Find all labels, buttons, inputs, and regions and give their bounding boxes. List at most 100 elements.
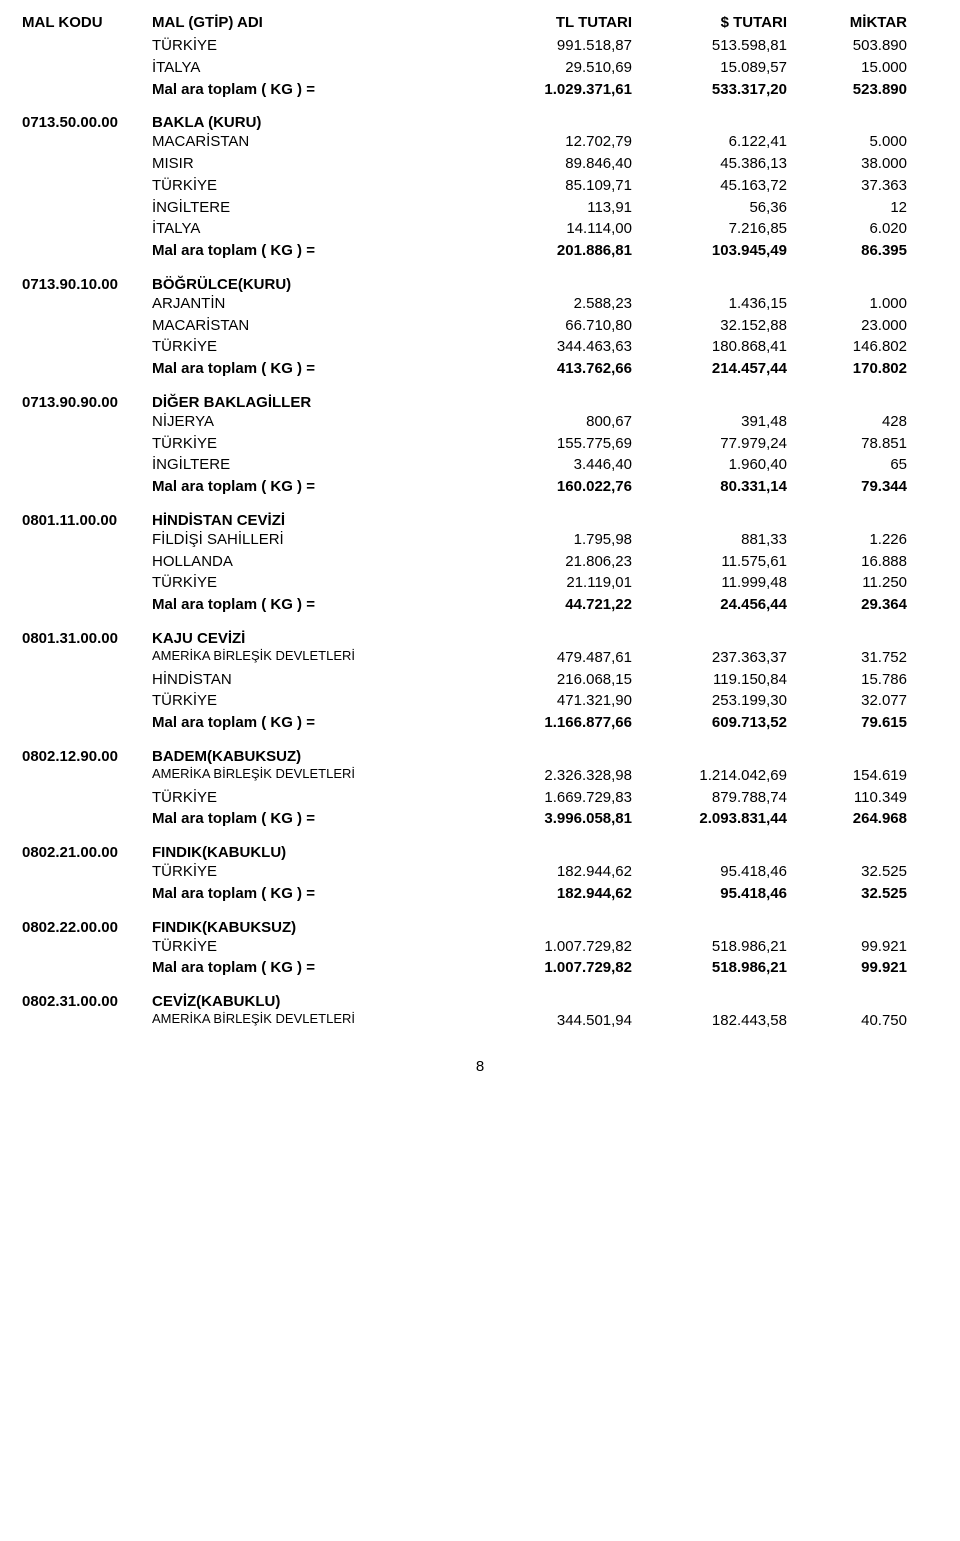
row-name: HİNDİSTAN (152, 669, 462, 691)
row-qty: 29.364 (787, 594, 907, 616)
row-usd: 180.868,41 (632, 336, 787, 358)
data-row: İNGİLTERE113,9156,3612 (22, 197, 938, 219)
section-code: 0802.21.00.00 (22, 844, 152, 861)
row-usd: 182.443,58 (632, 1010, 787, 1032)
row-name: FİLDİŞİ SAHİLLERİ (152, 529, 462, 551)
row-tl: 1.669.729,83 (462, 787, 632, 809)
row-tl: 113,91 (462, 197, 632, 219)
row-tl: 201.886,81 (462, 240, 632, 262)
data-row: MISIR89.846,4045.386,1338.000 (22, 153, 938, 175)
row-name: Mal ara toplam ( KG ) = (152, 883, 462, 905)
data-row: ARJANTİN2.588,231.436,151.000 (22, 293, 938, 315)
subtotal-row: Mal ara toplam ( KG ) =1.007.729,82518.9… (22, 957, 938, 979)
row-tl: 182.944,62 (462, 861, 632, 883)
data-row: TÜRKİYE155.775,6977.979,2478.851 (22, 433, 938, 455)
row-name: MISIR (152, 153, 462, 175)
data-row: TÜRKİYE991.518,87513.598,81503.890 (22, 35, 938, 57)
row-usd: 11.999,48 (632, 572, 787, 594)
row-usd: 513.598,81 (632, 35, 787, 57)
row-tl: 44.721,22 (462, 594, 632, 616)
data-row: MACARİSTAN66.710,8032.152,8823.000 (22, 315, 938, 337)
section-title: FINDIK(KABUKSUZ) (152, 919, 462, 936)
data-row: TÜRKİYE85.109,7145.163,7237.363 (22, 175, 938, 197)
row-usd: 1.960,40 (632, 454, 787, 476)
row-qty: 6.020 (787, 218, 907, 240)
data-row: İNGİLTERE3.446,401.960,4065 (22, 454, 938, 476)
section-header: 0713.90.10.00BÖĞRÜLCE(KURU) (22, 276, 938, 293)
row-usd: 2.093.831,44 (632, 808, 787, 830)
data-row: HİNDİSTAN216.068,15119.150,8415.786 (22, 669, 938, 691)
row-name: Mal ara toplam ( KG ) = (152, 79, 462, 101)
row-name: TÜRKİYE (152, 936, 462, 958)
header-qty: MİKTAR (787, 14, 907, 31)
row-usd: 103.945,49 (632, 240, 787, 262)
row-name: AMERİKA BİRLEŞİK DEVLETLERİ (152, 765, 462, 787)
row-name: İNGİLTERE (152, 454, 462, 476)
data-row: TÜRKİYE344.463,63180.868,41146.802 (22, 336, 938, 358)
section-header: 0802.21.00.00FINDIK(KABUKLU) (22, 844, 938, 861)
row-name: Mal ara toplam ( KG ) = (152, 594, 462, 616)
row-qty: 264.968 (787, 808, 907, 830)
row-usd: 15.089,57 (632, 57, 787, 79)
row-usd: 56,36 (632, 197, 787, 219)
subtotal-row: Mal ara toplam ( KG ) =44.721,2224.456,4… (22, 594, 938, 616)
section-header: 0801.31.00.00KAJU CEVİZİ (22, 630, 938, 647)
page-number: 8 (22, 1058, 938, 1075)
row-usd: 879.788,74 (632, 787, 787, 809)
data-row: İTALYA29.510,6915.089,5715.000 (22, 57, 938, 79)
row-tl: 3.996.058,81 (462, 808, 632, 830)
section-code: 0802.12.90.00 (22, 748, 152, 765)
row-usd: 45.386,13 (632, 153, 787, 175)
row-qty: 32.525 (787, 861, 907, 883)
row-tl: 21.806,23 (462, 551, 632, 573)
row-usd: 237.363,37 (632, 647, 787, 669)
section-title: CEVİZ(KABUKLU) (152, 993, 462, 1010)
row-usd: 24.456,44 (632, 594, 787, 616)
row-name: Mal ara toplam ( KG ) = (152, 957, 462, 979)
row-name: MACARİSTAN (152, 315, 462, 337)
row-usd: 881,33 (632, 529, 787, 551)
data-row: TÜRKİYE1.007.729,82518.986,2199.921 (22, 936, 938, 958)
subtotal-row: Mal ara toplam ( KG ) =1.166.877,66609.7… (22, 712, 938, 734)
row-tl: 1.007.729,82 (462, 957, 632, 979)
row-qty: 15.000 (787, 57, 907, 79)
row-name: Mal ara toplam ( KG ) = (152, 240, 462, 262)
row-tl: 85.109,71 (462, 175, 632, 197)
data-row: TÜRKİYE182.944,6295.418,4632.525 (22, 861, 938, 883)
section-title: FINDIK(KABUKLU) (152, 844, 462, 861)
data-row: NİJERYA800,67391,48428 (22, 411, 938, 433)
row-usd: 1.214.042,69 (632, 765, 787, 787)
row-name: TÜRKİYE (152, 861, 462, 883)
row-name: AMERİKA BİRLEŞİK DEVLETLERİ (152, 647, 462, 669)
row-name: Mal ara toplam ( KG ) = (152, 358, 462, 380)
table-header: MAL KODU MAL (GTİP) ADI TL TUTARI $ TUTA… (22, 14, 938, 31)
row-qty: 79.344 (787, 476, 907, 498)
row-tl: 991.518,87 (462, 35, 632, 57)
section-code: 0801.11.00.00 (22, 512, 152, 529)
section-header: 0802.31.00.00CEVİZ(KABUKLU) (22, 993, 938, 1010)
row-tl: 89.846,40 (462, 153, 632, 175)
row-usd: 119.150,84 (632, 669, 787, 691)
row-name: İTALYA (152, 218, 462, 240)
row-qty: 15.786 (787, 669, 907, 691)
row-qty: 170.802 (787, 358, 907, 380)
row-name: İTALYA (152, 57, 462, 79)
row-tl: 800,67 (462, 411, 632, 433)
row-name: TÜRKİYE (152, 175, 462, 197)
header-tl: TL TUTARI (462, 14, 632, 31)
data-row: İTALYA14.114,007.216,856.020 (22, 218, 938, 240)
row-name: Mal ara toplam ( KG ) = (152, 808, 462, 830)
row-usd: 1.436,15 (632, 293, 787, 315)
row-qty: 79.615 (787, 712, 907, 734)
row-usd: 11.575,61 (632, 551, 787, 573)
row-qty: 65 (787, 454, 907, 476)
row-qty: 428 (787, 411, 907, 433)
section-header: 0802.12.90.00BADEM(KABUKSUZ) (22, 748, 938, 765)
row-qty: 38.000 (787, 153, 907, 175)
row-qty: 154.619 (787, 765, 907, 787)
row-qty: 23.000 (787, 315, 907, 337)
row-qty: 503.890 (787, 35, 907, 57)
section-header: 0713.50.00.00BAKLA (KURU) (22, 114, 938, 131)
row-name: TÜRKİYE (152, 433, 462, 455)
row-tl: 344.463,63 (462, 336, 632, 358)
